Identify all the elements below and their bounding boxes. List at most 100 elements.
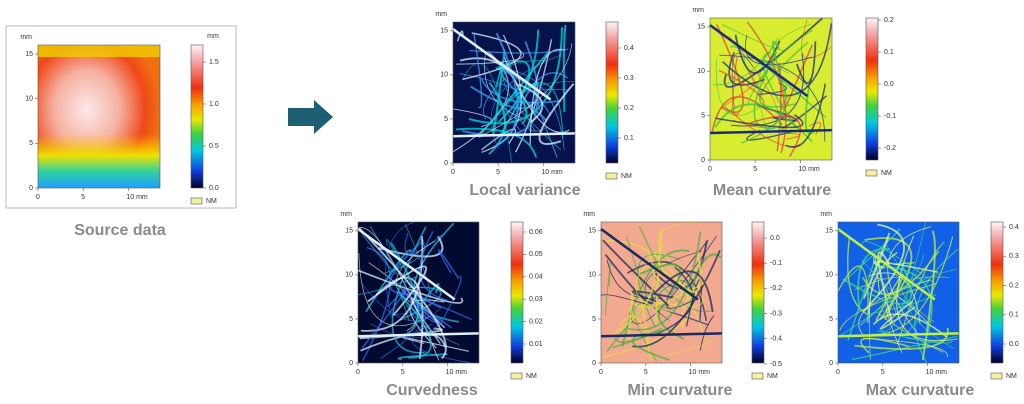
plot-frame	[452, 21, 576, 164]
texture-line	[438, 249, 460, 279]
texture-line	[839, 254, 924, 337]
arrow	[288, 100, 333, 134]
texture-line	[399, 294, 432, 359]
x-tick-label: 5	[881, 369, 885, 376]
texture-line	[494, 32, 519, 148]
texture-line	[402, 336, 469, 352]
texture-line	[867, 272, 921, 324]
x-tick-label: 10 mm	[926, 369, 948, 376]
y-tick-label: 15	[697, 24, 705, 31]
legend-label: NM	[526, 373, 537, 380]
texture-line	[776, 62, 782, 152]
y-tick-label: 10	[825, 272, 833, 279]
y-tick-label: 10	[345, 272, 353, 279]
legend-label: NM	[881, 170, 892, 177]
y-unit: mm	[340, 211, 352, 218]
texture-line	[537, 99, 558, 158]
colorbar-tick-label: 0.3	[1009, 253, 1019, 260]
colorbar-tick-label: 0.03	[529, 296, 543, 303]
surface-image	[38, 45, 160, 57]
y-unit: mm	[820, 211, 832, 218]
texture-line	[804, 78, 817, 135]
texture-line	[503, 60, 562, 151]
legend-label: NM	[206, 198, 217, 205]
colorbar	[510, 221, 524, 364]
y-tick-label: 0	[349, 360, 353, 367]
texture-line	[654, 228, 663, 324]
colorbar-tick-label: 0.04	[529, 274, 543, 281]
legend-swatch	[510, 372, 523, 380]
colorbar-tick-label: 0.1	[884, 49, 894, 56]
y-tick-label: 5	[592, 316, 596, 323]
panel-caption: Curvedness	[386, 382, 478, 399]
panel-caption: Mean curvature	[713, 182, 831, 199]
texture-line	[728, 52, 765, 86]
texture-line	[461, 63, 512, 163]
texture-line	[784, 44, 813, 108]
x-tick-label: 5	[496, 169, 500, 176]
legend-swatch	[751, 372, 764, 380]
texture-line	[562, 24, 567, 112]
colorbar-tick-label: -0.3	[770, 310, 782, 317]
texture-line	[722, 24, 786, 51]
texture-line	[632, 250, 721, 348]
y-tick-label: 15	[25, 51, 33, 58]
y-tick-label: 10	[25, 95, 33, 102]
texture-line	[391, 226, 427, 354]
texture-line	[666, 340, 712, 356]
colorbar-tick-label: 0.2	[624, 105, 634, 112]
texture-line	[357, 332, 480, 338]
colorbar-tick-label: 0.5	[209, 143, 219, 150]
legend-swatch	[865, 169, 878, 177]
texture-line	[711, 96, 783, 134]
y-tick-label: 5	[349, 316, 353, 323]
panel-frame	[5, 25, 237, 209]
colorbar-tick-label: 0.2	[1009, 282, 1019, 289]
texture-line	[699, 315, 715, 351]
x-tick-label: 5	[401, 369, 405, 376]
colorbar	[865, 17, 879, 161]
colorbar-tick-label: 0.4	[1009, 224, 1019, 231]
texture-line	[639, 263, 682, 295]
texture-line	[361, 288, 407, 349]
y-tick-label: 0	[444, 160, 448, 167]
texture-line	[847, 258, 876, 341]
plot-frame	[357, 221, 480, 364]
x-tick-label: 0	[599, 369, 603, 376]
colorbar	[190, 44, 204, 189]
colorbar-tick-label: 0.3	[624, 75, 634, 82]
texture-line	[884, 293, 929, 354]
colorbar-tick-label: -0.2	[884, 145, 896, 152]
texture-line	[602, 290, 693, 358]
texture-line	[873, 261, 939, 273]
texture-line	[602, 239, 670, 307]
x-tick-label: 10 mm	[126, 194, 148, 201]
texture-line	[419, 283, 440, 307]
y-tick-label: 15	[440, 28, 448, 35]
texture-line	[842, 228, 901, 284]
colorbar-tick-label: 0.2	[884, 17, 894, 24]
texture-line	[718, 69, 765, 109]
x-tick-label: 0	[708, 166, 712, 173]
panel-caption: Source data	[74, 222, 166, 239]
x-tick-label: 10 mm	[541, 169, 563, 176]
plot-frame	[837, 221, 960, 364]
colorbar-unit: mm	[207, 33, 219, 40]
y-tick-label: 0	[701, 157, 705, 164]
texture-line	[745, 35, 813, 66]
legend-label: NM	[1006, 373, 1017, 380]
texture-line	[635, 243, 674, 313]
panel-caption: Local variance	[469, 182, 580, 199]
y-tick-label: 5	[701, 112, 705, 119]
texture-line	[732, 56, 740, 116]
texture-line	[612, 328, 667, 349]
texture-line	[362, 284, 440, 322]
panel-caption: Min curvature	[628, 382, 733, 399]
texture-line	[906, 268, 957, 349]
texture-line	[419, 231, 448, 301]
texture-line	[658, 221, 699, 279]
texture-line	[358, 276, 418, 295]
x-tick-label: 10 mm	[689, 369, 711, 376]
texture-line	[482, 77, 507, 120]
